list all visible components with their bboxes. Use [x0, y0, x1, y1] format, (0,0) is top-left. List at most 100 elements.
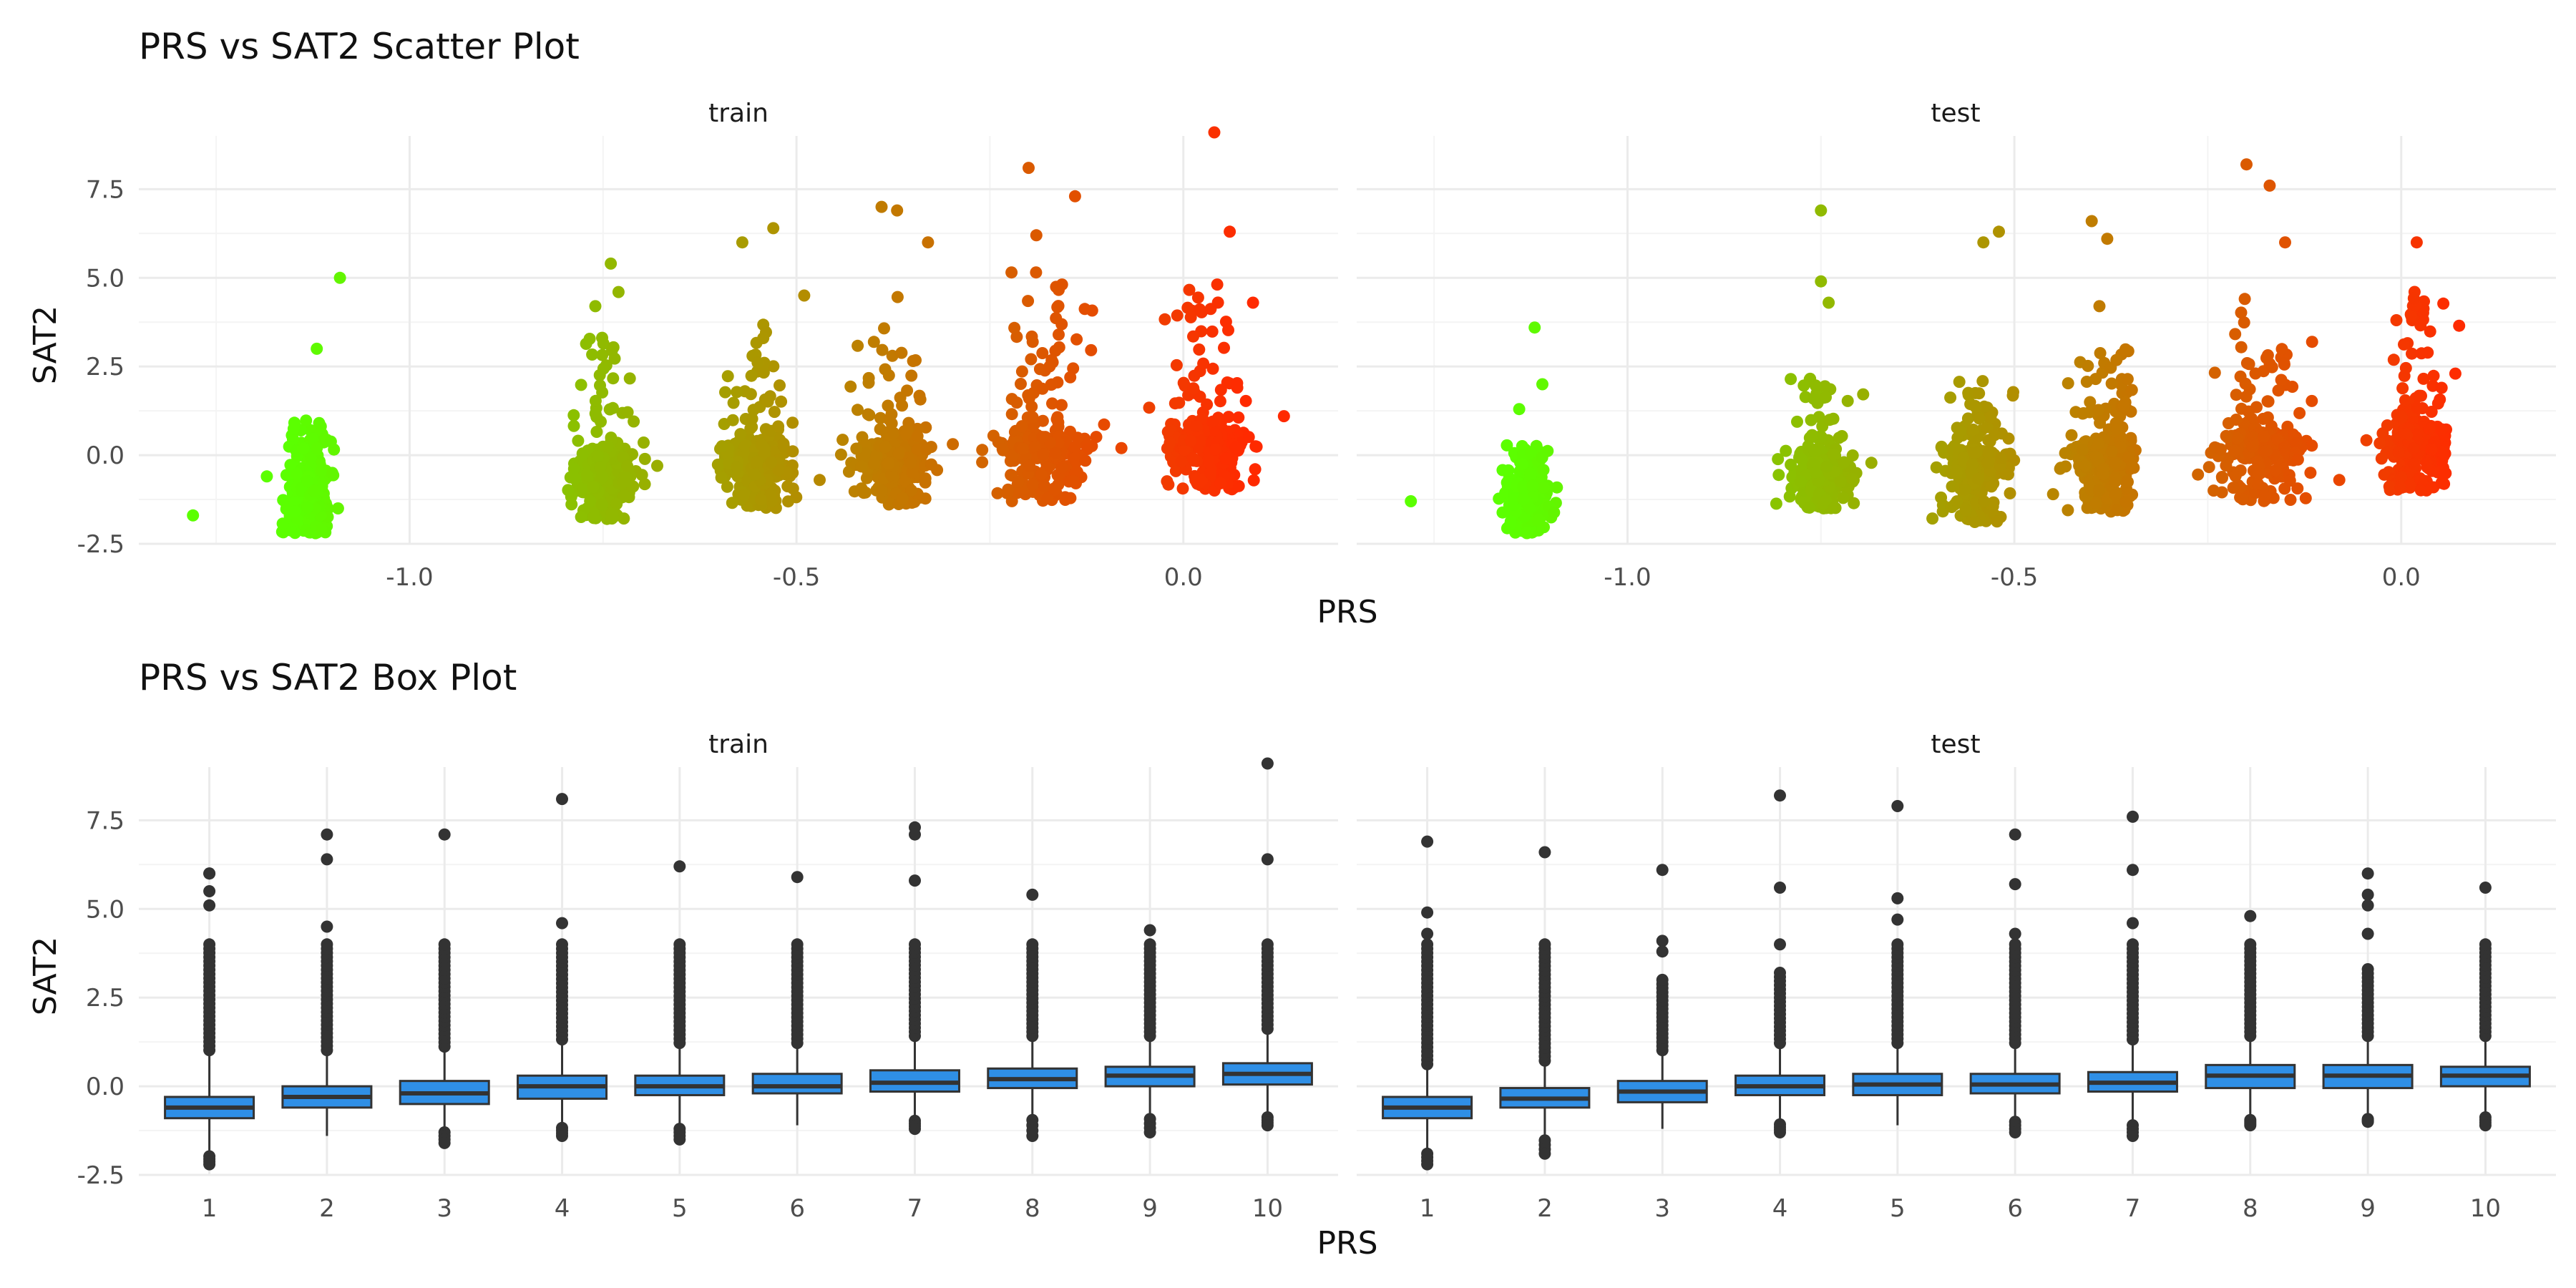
scatter-point: [2230, 414, 2243, 426]
scatter-point: [1502, 464, 1515, 477]
scatter-point: [1532, 514, 1544, 527]
scatter-point: [1055, 399, 1068, 411]
scatter-point: [775, 395, 788, 408]
scatter-point: [902, 424, 914, 437]
scatter-point: [1193, 343, 1206, 356]
scatter-point: [1984, 411, 1997, 424]
scatter-point: [2111, 504, 2124, 517]
scatter-point: [886, 349, 899, 362]
scatter-point: [2004, 487, 2016, 499]
scatter-point: [596, 386, 609, 399]
y-tick-label: 7.5: [86, 175, 125, 204]
scatter-point: [2425, 443, 2438, 456]
scatter-point: [909, 354, 922, 366]
scatter-point: [911, 443, 924, 456]
scatter-point: [1809, 379, 1822, 392]
scatter-point: [2208, 366, 2221, 379]
scatter-point: [623, 372, 636, 385]
scatter-point: [1524, 446, 1537, 459]
scatter-point: [1214, 477, 1227, 489]
scatter-point: [1930, 461, 1943, 474]
box-outlier: [2009, 878, 2021, 891]
scatter-point: [1818, 380, 1831, 393]
scatter-point: [1030, 229, 1043, 242]
scatter-point: [2077, 444, 2089, 457]
scatter-strip-train: train: [708, 99, 769, 128]
scatter-point: [2424, 325, 2436, 338]
box-outlier: [2127, 864, 2139, 877]
scatter-point: [2122, 452, 2135, 464]
scatter-point: [1170, 358, 1183, 371]
x-tick-label: 7: [2125, 1194, 2141, 1223]
scatter-point: [1794, 475, 1807, 488]
scatter-point: [2121, 373, 2134, 386]
scatter-point: [572, 434, 585, 447]
scatter-point: [2378, 468, 2391, 481]
scatter-point: [1222, 411, 1235, 424]
scatter-point: [1972, 472, 1984, 485]
box-outlier: [1421, 906, 1434, 919]
scatter-point: [1081, 443, 1094, 455]
scatter-point: [1239, 394, 1252, 407]
scatter-point: [1973, 412, 1986, 425]
box-outlier: [2127, 938, 2139, 951]
box-outlier: [1538, 938, 1551, 951]
box-outlier: [673, 938, 686, 951]
scatter-point: [2435, 381, 2448, 394]
scatter-point: [638, 478, 651, 491]
box-outlier: [2127, 810, 2139, 823]
scatter-point: [589, 300, 602, 313]
scatter-point: [2283, 474, 2296, 487]
scatter-point: [651, 459, 663, 472]
box-outlier: [203, 1158, 216, 1171]
scatter-point: [891, 204, 904, 217]
box-outlier: [1774, 789, 1786, 802]
scatter-point: [2381, 419, 2394, 431]
scatter-point: [1968, 516, 1981, 528]
scatter-point: [617, 477, 629, 489]
box-outlier: [2244, 909, 2257, 922]
scatter-point: [786, 416, 799, 429]
scatter-point: [2258, 430, 2270, 443]
scatter-point: [2439, 467, 2452, 479]
scatter-point: [757, 332, 770, 344]
box-strip-train: train: [708, 730, 769, 759]
scatter-point: [1028, 441, 1041, 454]
scatter-point: [1993, 225, 2005, 238]
x-tick-label: 0.0: [1164, 563, 1203, 592]
scatter-point: [904, 457, 917, 469]
scatter-point: [1845, 472, 1858, 485]
scatter-point: [1247, 474, 1260, 487]
box-outlier: [673, 860, 686, 873]
scatter-point: [593, 369, 606, 381]
x-tick-label: 10: [1252, 1194, 1283, 1223]
scatter-point: [587, 512, 600, 525]
scatter-point: [2250, 401, 2263, 414]
scatter-point: [301, 501, 314, 514]
scatter-point: [2290, 437, 2303, 449]
x-tick-label: -1.0: [386, 563, 433, 592]
scatter-point: [1068, 190, 1081, 203]
scatter-point: [324, 435, 337, 448]
scatter-point: [2257, 412, 2270, 425]
scatter-point: [767, 222, 780, 235]
scatter-point: [1046, 397, 1058, 410]
scatter-point: [2360, 434, 2373, 447]
scatter-point: [635, 469, 648, 482]
scatter-point: [2394, 482, 2406, 494]
scatter-point: [1981, 421, 1994, 434]
scatter-point: [2119, 343, 2132, 356]
scatter-point: [885, 417, 898, 430]
scatter-point: [2260, 444, 2273, 457]
scatter-point: [738, 489, 751, 502]
scatter-point: [768, 406, 781, 419]
scatter-point: [291, 467, 303, 480]
scatter-point: [1405, 495, 1418, 507]
scatter-point: [1187, 452, 1199, 465]
scatter-point: [736, 236, 748, 249]
scatter-point: [1206, 325, 1219, 338]
scatter-point: [2065, 429, 2078, 441]
box-outlier: [556, 1130, 568, 1142]
box-outlier: [438, 828, 451, 841]
scatter-point: [1221, 376, 1234, 389]
